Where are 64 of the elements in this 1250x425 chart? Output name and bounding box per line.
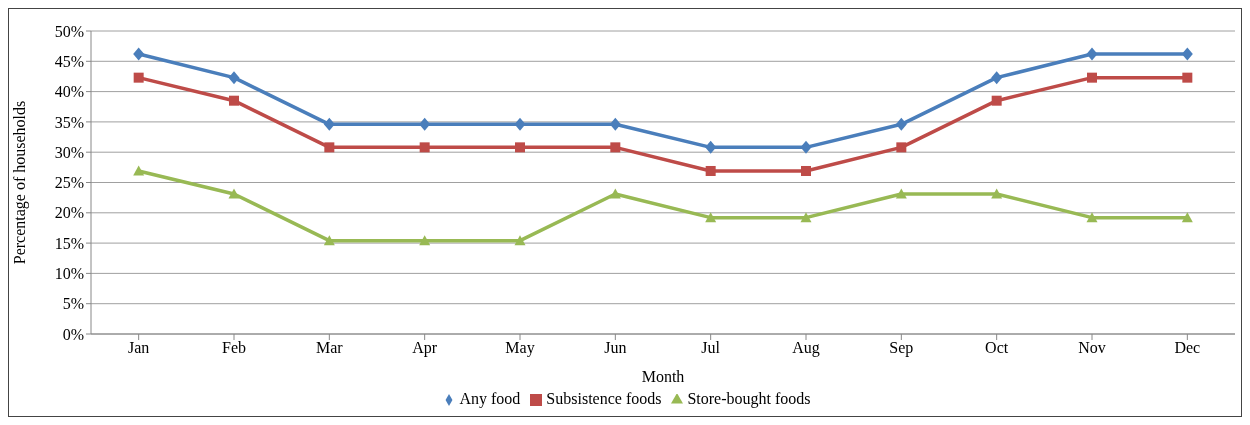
legend-label: Subsistence foods [546, 390, 662, 407]
point [1181, 212, 1193, 223]
point [609, 117, 621, 131]
point [133, 47, 145, 61]
point [1087, 72, 1097, 83]
y-tick-label: 50% [54, 22, 84, 40]
point [419, 142, 430, 153]
point [419, 235, 431, 246]
point [991, 188, 1003, 199]
point [229, 95, 239, 106]
legend-label: Any food [459, 390, 521, 407]
y-tick-label: 15% [54, 234, 84, 252]
x-tick-label: Jun [604, 339, 627, 357]
point [610, 142, 621, 153]
point [514, 117, 526, 131]
point [1086, 47, 1098, 61]
x-tick-label: Oct [985, 339, 1009, 357]
point [323, 235, 335, 246]
point [991, 71, 1003, 85]
point [1086, 212, 1098, 223]
x-tick-label: Aug [792, 339, 820, 358]
point [133, 72, 144, 83]
point [609, 188, 621, 199]
point [1182, 72, 1193, 83]
point [705, 212, 717, 223]
point [324, 142, 335, 153]
point [991, 95, 1002, 106]
point [705, 165, 716, 176]
y-tick-label: 45% [54, 52, 84, 70]
y-tick-label: 10% [54, 265, 84, 283]
y-tick-label: 5% [62, 295, 84, 313]
point [228, 188, 240, 199]
x-tick-label: Mar [316, 339, 344, 357]
x-tick-label: Apr [412, 339, 438, 358]
x-tick-label: Sep [889, 339, 914, 358]
x-tick-label: Jul [701, 339, 721, 357]
point [1181, 47, 1193, 61]
point [515, 142, 525, 153]
y-tick-label: 0% [62, 325, 84, 343]
point [419, 117, 431, 131]
y-tick-label: 20% [54, 204, 84, 222]
point [514, 235, 526, 246]
x-tick-label: Nov [1078, 339, 1106, 357]
x-tick-label: Dec [1174, 339, 1201, 357]
point [323, 117, 335, 131]
x-tick-label: Jan [128, 339, 150, 357]
point [896, 142, 907, 153]
point [895, 117, 907, 131]
point [800, 140, 812, 154]
point [800, 212, 812, 223]
x-tick-label: May [505, 339, 535, 358]
y-tick-label: 30% [54, 143, 84, 161]
y-tick-label: 35% [54, 113, 84, 131]
point [705, 140, 717, 154]
y-axis-title: Percentage of households [10, 100, 29, 265]
point [133, 165, 145, 176]
y-tick-label: 40% [54, 83, 84, 101]
y-tick-label: 25% [54, 174, 84, 192]
legend-label: Store-bought foods [687, 390, 811, 407]
x-tick-label: Feb [222, 339, 246, 357]
point [895, 188, 907, 199]
point [228, 71, 240, 85]
x-axis-title: Month [641, 368, 685, 385]
point [801, 165, 811, 176]
